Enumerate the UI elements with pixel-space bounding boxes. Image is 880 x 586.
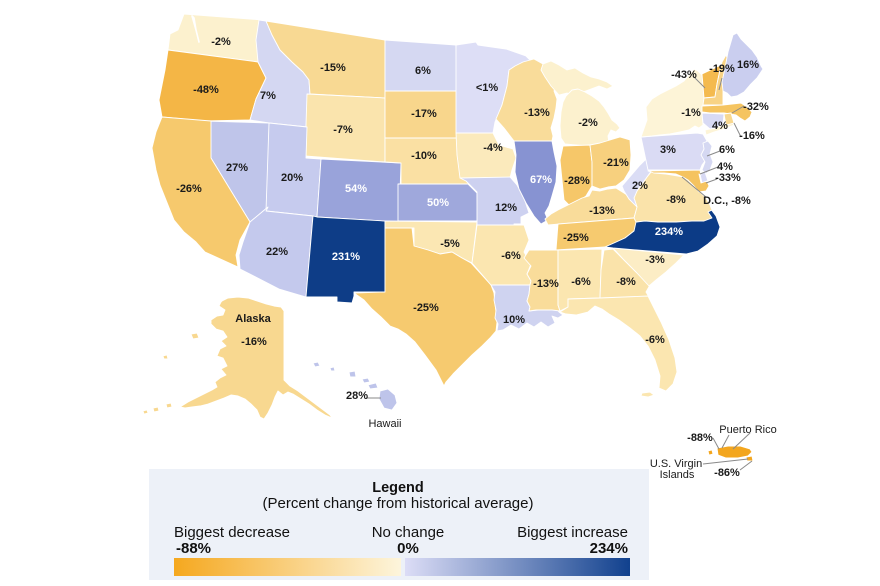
svg-text:-8%: -8%: [616, 276, 636, 288]
svg-text:Puerto Rico: Puerto Rico: [719, 424, 776, 436]
svg-text:-86%: -86%: [714, 467, 740, 479]
svg-text:Islands: Islands: [660, 469, 695, 481]
svg-text:4%: 4%: [712, 120, 728, 132]
svg-text:234%: 234%: [590, 540, 628, 557]
svg-text:-4%: -4%: [483, 142, 503, 154]
svg-text:-6%: -6%: [501, 250, 521, 262]
svg-text:-28%: -28%: [564, 175, 590, 187]
svg-text:No change: No change: [372, 524, 445, 541]
svg-text:0%: 0%: [397, 540, 419, 557]
svg-text:-43%: -43%: [671, 69, 697, 81]
svg-text:67%: 67%: [530, 174, 552, 186]
svg-text:U.S. Virgin: U.S. Virgin: [650, 458, 702, 470]
svg-text:-33%: -33%: [715, 172, 741, 184]
svg-text:50%: 50%: [427, 197, 449, 209]
svg-text:D.C., -8%: D.C., -8%: [703, 195, 751, 207]
svg-text:-17%: -17%: [411, 108, 437, 120]
svg-text:-88%: -88%: [176, 540, 211, 557]
svg-text:-88%: -88%: [687, 432, 713, 444]
svg-text:Biggest increase: Biggest increase: [517, 524, 628, 541]
svg-text:4%: 4%: [717, 161, 733, 173]
svg-text:-16%: -16%: [739, 130, 765, 142]
svg-text:20%: 20%: [281, 172, 303, 184]
svg-text:22%: 22%: [266, 246, 288, 258]
svg-text:Legend: Legend: [372, 480, 424, 496]
svg-text:-2%: -2%: [211, 36, 231, 48]
svg-text:2%: 2%: [632, 180, 648, 192]
svg-text:27%: 27%: [226, 162, 248, 174]
svg-text:16%: 16%: [737, 59, 759, 71]
svg-text:-25%: -25%: [413, 302, 439, 314]
svg-text:-21%: -21%: [603, 157, 629, 169]
svg-text:(Percent change from historica: (Percent change from historical average): [263, 495, 534, 512]
svg-text:6%: 6%: [415, 65, 431, 77]
svg-text:-26%: -26%: [176, 183, 202, 195]
svg-text:-6%: -6%: [571, 276, 591, 288]
svg-text:-13%: -13%: [589, 205, 615, 217]
svg-text:-25%: -25%: [563, 232, 589, 244]
svg-text:3%: 3%: [660, 144, 676, 156]
svg-text:231%: 231%: [332, 251, 360, 263]
svg-text:Alaska: Alaska: [235, 313, 271, 325]
svg-text:-32%: -32%: [743, 101, 769, 113]
svg-text:54%: 54%: [345, 183, 367, 195]
svg-text:-8%: -8%: [666, 194, 686, 206]
svg-text:12%: 12%: [495, 202, 517, 214]
svg-text:-16%: -16%: [241, 336, 267, 348]
svg-text:-15%: -15%: [320, 62, 346, 74]
svg-text:-19%: -19%: [709, 63, 735, 75]
svg-text:-10%: -10%: [411, 150, 437, 162]
svg-text:7%: 7%: [260, 90, 276, 102]
svg-text:-48%: -48%: [193, 84, 219, 96]
svg-text:-13%: -13%: [533, 278, 559, 290]
svg-text:-5%: -5%: [440, 238, 460, 250]
svg-text:-2%: -2%: [578, 117, 598, 129]
svg-text:-6%: -6%: [645, 334, 665, 346]
svg-text:-13%: -13%: [524, 107, 550, 119]
svg-text:6%: 6%: [719, 144, 735, 156]
svg-text:<1%: <1%: [476, 82, 499, 94]
svg-text:-7%: -7%: [333, 124, 353, 136]
svg-text:28%: 28%: [346, 390, 368, 402]
svg-text:10%: 10%: [503, 314, 525, 326]
svg-text:-3%: -3%: [645, 254, 665, 266]
svg-text:-1%: -1%: [681, 107, 701, 119]
svg-text:Hawaii: Hawaii: [368, 418, 401, 430]
svg-text:234%: 234%: [655, 226, 683, 238]
svg-text:Biggest decrease: Biggest decrease: [174, 524, 290, 541]
